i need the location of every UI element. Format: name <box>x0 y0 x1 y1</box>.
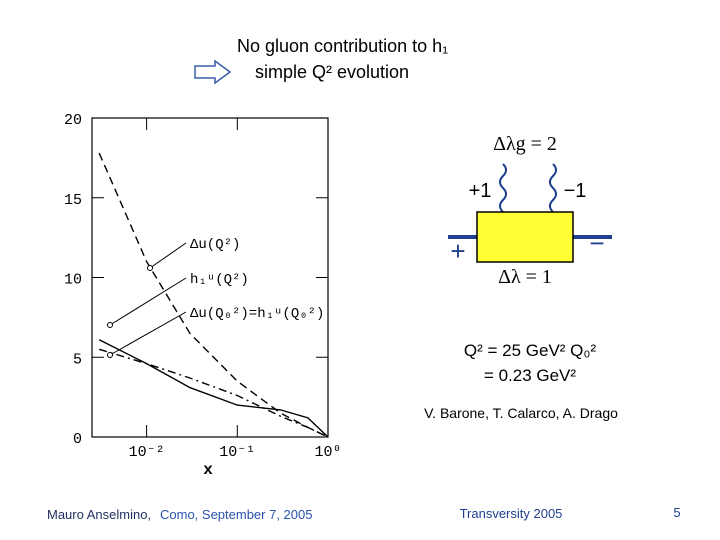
y-tick-label: 0 <box>73 431 82 448</box>
x-tick-label: 10⁻¹ <box>219 444 255 461</box>
y-tick-label: 20 <box>64 112 82 129</box>
y-tick-label: 5 <box>73 351 82 368</box>
page-number: 5 <box>673 505 680 520</box>
pointer-head <box>107 322 113 328</box>
label: −1 <box>564 180 587 202</box>
pointer <box>109 311 187 356</box>
pointer <box>109 277 187 326</box>
y-tick-label: 15 <box>64 192 82 209</box>
label: + <box>450 236 465 266</box>
x-tick-label: 10⁻² <box>129 444 165 461</box>
label: − <box>589 228 604 258</box>
authors: V. Barone, T. Calarco, A. Drago <box>424 405 618 421</box>
data-line <box>98 339 329 438</box>
label: Δλg = 2 <box>493 133 557 155</box>
footer-speaker: Mauro Anselmino, <box>47 507 151 522</box>
arrow-icon <box>194 59 232 85</box>
pointer-head <box>107 352 113 358</box>
footer-place: Como, September 7, 2005 <box>160 507 312 522</box>
feynman-diagram: Δλg = 2 +1 −1 + − Δλ = 1 <box>448 133 612 288</box>
x-tick-label: 10⁰ <box>314 444 341 461</box>
pointer <box>149 242 187 269</box>
label: Δλ = 1 <box>498 266 552 288</box>
x-axis-label: x <box>203 461 213 479</box>
scale-text: Q² = 25 GeV² Q₀² <box>464 341 597 360</box>
data-line <box>98 348 329 438</box>
subtitle: simple Q² evolution <box>255 62 409 82</box>
scale-text: = 0.23 GeV² <box>484 366 576 385</box>
gluon-line <box>499 163 507 213</box>
y-tick-label: 10 <box>64 272 82 289</box>
footer-event: Transversity 2005 <box>460 506 563 521</box>
blob <box>476 211 574 263</box>
pointer-head <box>147 265 153 271</box>
label: +1 <box>469 180 492 202</box>
data-line <box>98 152 329 438</box>
plot: 0 5 10 15 20 10⁻² 10⁻¹ 10⁰ Δu(Q²) h₁ᵘ(Q²) Δu(Q₀²)=… <box>64 112 342 461</box>
title: No gluon contribution to h₁ <box>237 36 448 56</box>
legend-label: Δu(Q₀²)=h₁ᵘ(Q₀²) <box>190 306 324 322</box>
gluon-line <box>549 163 557 213</box>
legend-label: Δu(Q²) <box>190 237 240 253</box>
legend-label: h₁ᵘ(Q²) <box>190 272 249 288</box>
